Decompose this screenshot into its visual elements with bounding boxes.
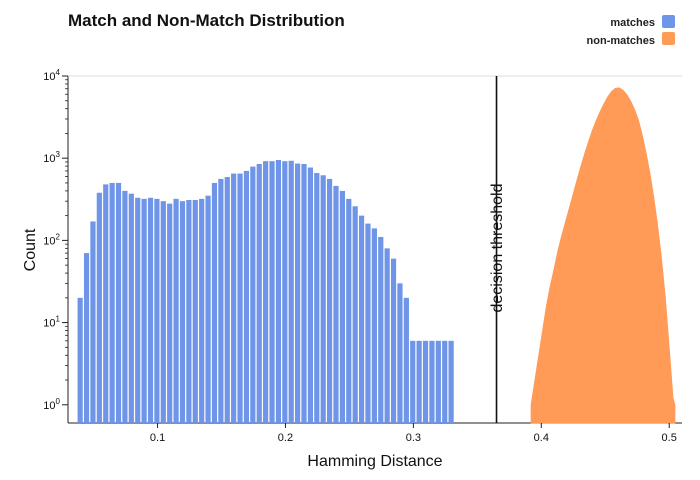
bar-matches: [141, 198, 147, 423]
bar-matches: [403, 297, 409, 423]
bar-matches: [416, 340, 422, 423]
x-tick-label: 0.3: [406, 432, 421, 444]
bar-matches: [243, 170, 250, 423]
bar-matches: [96, 192, 102, 423]
bar-matches: [205, 195, 211, 423]
bar-matches: [448, 340, 454, 423]
bar-matches: [358, 215, 365, 423]
bar-matches: [288, 160, 294, 423]
bar-matches: [371, 228, 377, 423]
x-tick-label: 0.2: [278, 432, 293, 444]
axis-ticks: 0.1 0.2 0.3 0.4 0.5 100 101 102 103 104: [43, 68, 677, 444]
bar-matches: [429, 340, 435, 423]
bar-matches: [352, 206, 358, 423]
bar-matches: [422, 340, 429, 423]
bar-matches: [301, 163, 307, 424]
bar-matches: [192, 200, 198, 423]
bar-matches: [435, 340, 441, 423]
bar-matches: [442, 340, 448, 423]
bar-matches: [275, 160, 282, 423]
bar-matches: [237, 173, 243, 423]
bar-matches: [109, 182, 115, 423]
legend-swatch-matches: [662, 15, 675, 28]
bar-matches: [179, 201, 186, 423]
bar-matches: [218, 178, 224, 423]
chart-title: Match and Non-Match Distribution: [68, 11, 345, 30]
bar-matches: [83, 253, 90, 423]
bar-matches: [378, 236, 384, 423]
legend-swatch-non-matches: [662, 32, 675, 45]
bar-matches: [326, 178, 333, 423]
bar-matches: [77, 297, 83, 423]
bar-matches: [122, 190, 128, 423]
bar-matches: [135, 197, 141, 423]
bar-matches: [295, 163, 301, 423]
y-tick-label: 101: [43, 315, 60, 330]
bar-matches: [339, 190, 345, 423]
bar-matches: [199, 198, 205, 423]
bar-matches: [147, 197, 154, 423]
x-tick-label: 0.1: [150, 432, 165, 444]
x-axis-label: Hamming Distance: [307, 453, 442, 470]
bar-matches: [186, 200, 192, 423]
legend-label-non-matches: non-matches: [587, 35, 655, 47]
decision-threshold-label: decision threshold: [489, 184, 506, 313]
y-tick-label: 102: [43, 232, 60, 247]
bar-matches: [90, 221, 96, 423]
legend: matches non-matches: [587, 15, 675, 47]
bar-matches: [390, 258, 397, 423]
bar-matches: [269, 161, 275, 424]
y-tick-label: 103: [43, 150, 60, 165]
bar-matches: [333, 185, 339, 423]
bar-matches: [128, 193, 134, 423]
bar-matches: [397, 283, 403, 423]
bar-matches: [167, 203, 173, 423]
bar-matches: [173, 198, 179, 423]
bar-matches: [160, 201, 166, 423]
bar-matches: [365, 223, 371, 423]
bar-matches: [384, 248, 390, 423]
bar-matches: [250, 166, 256, 424]
legend-label-matches: matches: [610, 17, 655, 29]
x-tick-label: 0.4: [534, 432, 549, 444]
y-axis-label: Count: [22, 228, 39, 271]
y-tick-label: 104: [43, 68, 60, 83]
bar-matches: [211, 182, 218, 423]
bar-matches: [224, 177, 230, 423]
area-non-matches: [530, 87, 676, 424]
bar-matches: [410, 340, 416, 423]
bar-matches: [314, 173, 320, 423]
x-tick-label: 0.5: [662, 432, 677, 444]
bar-matches: [263, 161, 269, 424]
bar-matches: [320, 175, 326, 423]
bar-matches: [346, 198, 352, 423]
bar-matches: [231, 173, 237, 423]
bar-matches: [115, 182, 122, 423]
y-tick-label: 100: [43, 397, 60, 412]
plot-area: [67, 75, 682, 424]
bar-matches: [307, 167, 313, 423]
bar-matches: [154, 198, 160, 423]
bar-matches: [256, 163, 262, 424]
bar-matches: [282, 161, 288, 424]
bar-matches: [103, 184, 109, 423]
